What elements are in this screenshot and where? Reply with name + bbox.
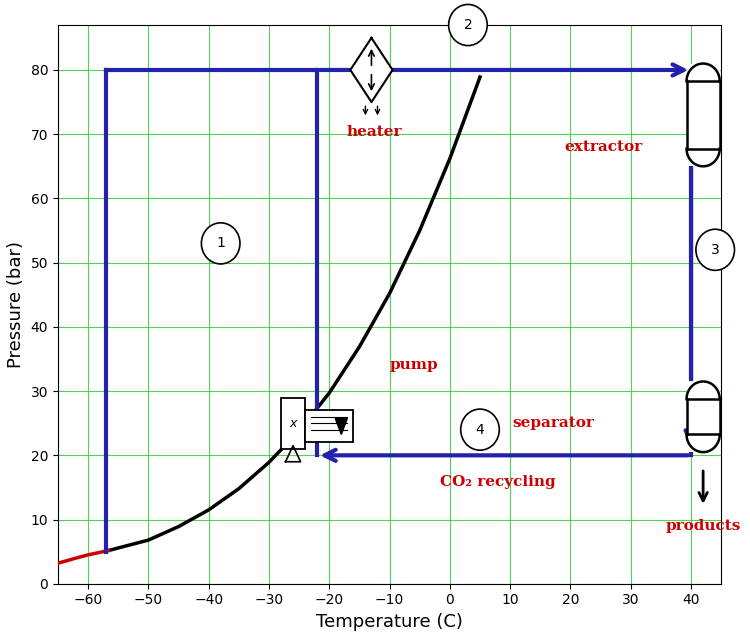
X-axis label: Temperature (C): Temperature (C) <box>316 613 463 631</box>
Text: extractor: extractor <box>565 140 643 154</box>
Bar <box>686 64 720 167</box>
Circle shape <box>202 223 240 264</box>
Text: CO₂ recycling: CO₂ recycling <box>440 475 556 489</box>
Y-axis label: Pressure (bar): Pressure (bar) <box>7 241 25 368</box>
Text: pump: pump <box>389 359 438 373</box>
Circle shape <box>460 409 500 450</box>
Text: heater: heater <box>346 124 402 138</box>
Bar <box>281 397 305 449</box>
Polygon shape <box>335 419 347 434</box>
Text: 1: 1 <box>216 237 225 250</box>
Text: 2: 2 <box>464 18 472 32</box>
Bar <box>686 382 720 452</box>
Text: 3: 3 <box>711 243 719 257</box>
Circle shape <box>448 4 488 45</box>
Polygon shape <box>350 38 392 102</box>
Text: 4: 4 <box>476 422 484 436</box>
Text: x: x <box>290 417 297 430</box>
Text: products: products <box>665 519 741 533</box>
Bar <box>305 410 353 443</box>
Text: separator: separator <box>513 416 595 430</box>
Circle shape <box>696 229 734 271</box>
